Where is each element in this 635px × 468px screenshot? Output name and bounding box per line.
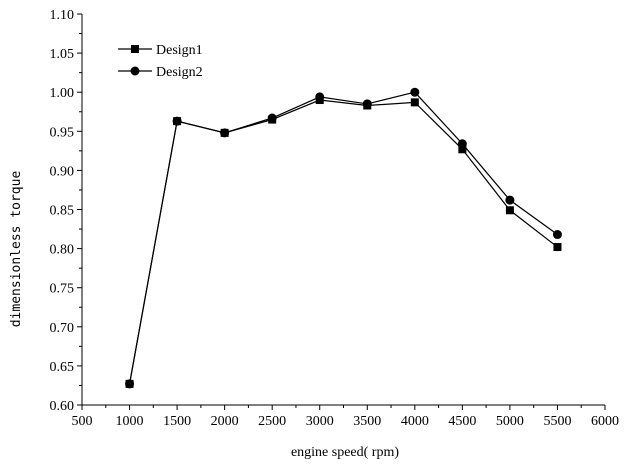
legend-label: Design2 <box>156 65 203 80</box>
y-tick-label: 0.90 <box>50 164 75 179</box>
y-tick-label: 0.85 <box>50 204 75 219</box>
series-line <box>128 91 558 384</box>
data-point <box>410 98 419 107</box>
data-point <box>362 99 372 109</box>
data-point <box>220 128 230 138</box>
x-tick-label: 5000 <box>496 414 524 429</box>
series-design1 <box>125 96 562 388</box>
data-point <box>458 145 467 154</box>
x-tick-label: 1000 <box>116 414 144 429</box>
tick-marks <box>77 13 606 410</box>
data-point <box>315 92 325 102</box>
series-line <box>128 99 558 384</box>
y-tick-label: 0.70 <box>50 321 75 336</box>
x-tick-label: 5500 <box>543 414 571 429</box>
x-tick-label: 1500 <box>163 414 191 429</box>
y-tick-label: 0.75 <box>50 282 75 297</box>
data-point <box>125 379 135 389</box>
data-point <box>553 243 562 252</box>
legend-label: Design1 <box>156 43 203 58</box>
y-tick-label: 0.95 <box>50 125 75 140</box>
data-point <box>172 116 182 126</box>
x-tick-label: 6000 <box>591 414 619 429</box>
x-tick-label: 4500 <box>448 414 476 429</box>
data-point <box>457 139 467 149</box>
y-tick-label: 0.65 <box>50 360 75 375</box>
y-tick-label: 0.80 <box>50 243 75 258</box>
data-point <box>505 206 514 215</box>
x-tick-label: 2500 <box>258 414 286 429</box>
legend: Design1 Design2 <box>118 43 203 80</box>
y-tick-label: 1.00 <box>50 86 75 101</box>
y-tick-label: 1.10 <box>50 8 75 23</box>
x-tick-label: 4000 <box>401 414 429 429</box>
x-tick-label: 2000 <box>211 414 239 429</box>
y-tick-label: 1.05 <box>50 47 75 62</box>
legend-item: Design1 <box>118 43 203 58</box>
series-lines <box>125 87 562 389</box>
data-point <box>505 195 515 205</box>
x-tick-label: 500 <box>72 414 93 429</box>
x-tick-label: 3000 <box>306 414 334 429</box>
legend-marker <box>130 66 140 76</box>
legend-marker <box>131 45 139 53</box>
y-axis-label: dimensionless torque <box>9 171 24 328</box>
x-tick-label: 3500 <box>353 414 381 429</box>
y-tick-label: 0.60 <box>50 399 75 414</box>
x-axis-label: engine speed( rpm) <box>291 445 399 460</box>
legend-item: Design2 <box>118 65 203 80</box>
data-point <box>552 230 562 240</box>
data-point <box>410 87 420 97</box>
series-design2 <box>125 87 562 389</box>
data-point <box>267 113 277 123</box>
tick-labels: 500 1000 1500 2000 2500 3000 3500 4000 4500 5000 5… <box>50 8 620 429</box>
